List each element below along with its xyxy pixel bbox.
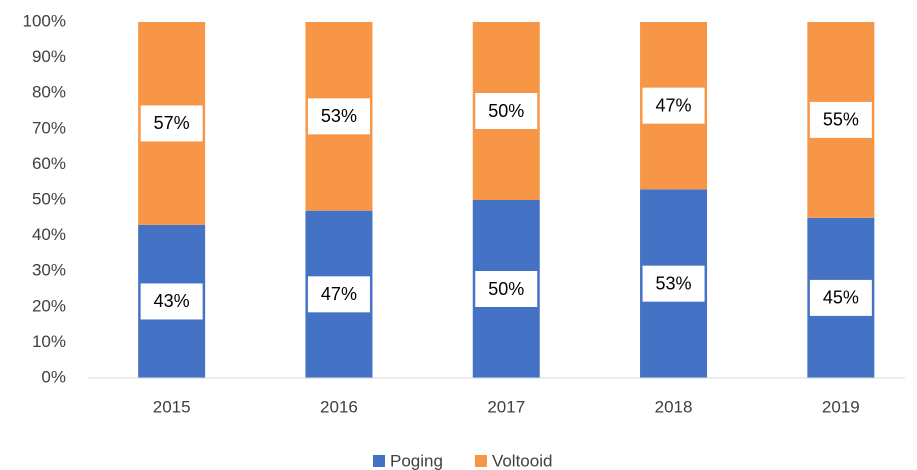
legend-swatch <box>474 455 487 467</box>
y-tick-label: 70% <box>32 118 66 137</box>
label-box <box>475 271 538 307</box>
y-tick-label: 50% <box>32 189 66 208</box>
label-box <box>475 93 538 129</box>
label-box <box>307 98 370 135</box>
y-tick-label: 40% <box>32 225 66 244</box>
y-tick-label: 100% <box>23 11 66 30</box>
label-box <box>809 101 872 138</box>
label-box <box>642 87 705 124</box>
y-tick-label: 30% <box>32 261 66 280</box>
data-label: 57% <box>154 113 190 133</box>
label-box <box>809 279 872 316</box>
data-label: 53% <box>321 106 357 126</box>
label-box <box>642 265 705 302</box>
legend-label: Voltooid <box>492 451 553 470</box>
y-tick-label: 10% <box>32 332 66 351</box>
label-box <box>140 105 203 142</box>
data-label: 50% <box>488 279 524 299</box>
x-tick-label: 2015 <box>153 397 191 416</box>
data-label: 50% <box>488 101 524 121</box>
data-label: 47% <box>321 284 357 304</box>
label-box <box>140 283 203 320</box>
data-label: 55% <box>823 110 859 130</box>
y-tick-label: 80% <box>32 83 66 102</box>
x-tick-label: 2019 <box>822 397 860 416</box>
y-tick-label: 0% <box>41 367 66 386</box>
legend-label: Poging <box>390 451 443 470</box>
y-tick-label: 90% <box>32 47 66 66</box>
data-label: 43% <box>154 291 190 311</box>
x-tick-label: 2017 <box>487 397 525 416</box>
data-label: 47% <box>656 95 692 115</box>
data-label: 53% <box>656 273 692 293</box>
data-label: 45% <box>823 288 859 308</box>
x-tick-label: 2018 <box>655 397 693 416</box>
y-tick-label: 60% <box>32 154 66 173</box>
legend-swatch <box>373 455 385 467</box>
x-tick-label: 2016 <box>320 397 358 416</box>
y-tick-label: 20% <box>32 296 66 315</box>
label-box <box>307 276 370 313</box>
